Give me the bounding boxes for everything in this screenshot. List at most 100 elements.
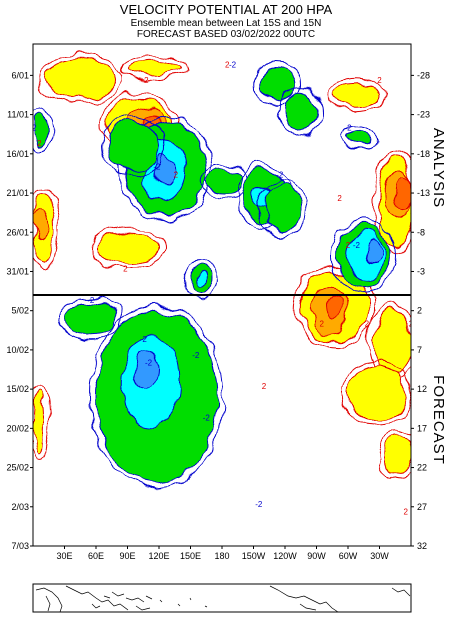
contour-label: -2 <box>229 61 237 70</box>
contour-label: 2 <box>174 170 179 179</box>
left-date-tick-label: 20/02 <box>6 423 29 433</box>
right-day-tick-label: 17 <box>417 423 427 433</box>
positive-region-level-1 <box>127 59 181 76</box>
contour-label: -2 <box>276 170 284 179</box>
positive-region-level-2 <box>33 208 50 241</box>
negative-outer-contour <box>89 305 224 489</box>
longitude-tick-label: 30E <box>56 551 72 561</box>
contour-label: -2 <box>29 123 37 132</box>
negative-outer-contour <box>331 218 397 293</box>
contour-label: -2 <box>344 123 352 132</box>
contour-label: 2 <box>262 382 267 391</box>
right-day-tick-label: -13 <box>417 188 430 198</box>
positive-outer-contour <box>378 430 411 481</box>
contour-label: -2 <box>153 163 161 172</box>
positive-region-level-3 <box>394 176 411 210</box>
negative-region-level-1 <box>347 129 370 147</box>
positive-region-level-1 <box>347 365 407 421</box>
contour-label: 2 <box>37 139 42 148</box>
contour-label: 2 <box>377 76 382 85</box>
right-day-tick-label: 7 <box>417 345 422 355</box>
coastline-maritime <box>111 591 153 611</box>
negative-region-level-1 <box>258 67 296 100</box>
right-day-tick-label: -18 <box>417 149 430 159</box>
negative-outer-contour <box>257 179 308 238</box>
contour-label: 2 <box>123 264 128 273</box>
negative-region-level-1 <box>106 121 160 170</box>
contour-label: -2 <box>87 296 95 305</box>
right-day-tick-label: 27 <box>417 502 427 512</box>
longitude-tick-label: 150E <box>180 551 201 561</box>
longitude-tick-label: 120E <box>148 551 169 561</box>
negative-outer-contour <box>33 109 56 152</box>
left-date-tick-label: 21/01 <box>6 188 29 198</box>
positive-region-level-1 <box>384 435 411 476</box>
positive-outer-contour <box>325 77 386 113</box>
left-date-axis: 6/01 11/01 16/01 21/01 26/01 31/01 5/02 10/02 15… <box>6 70 33 551</box>
left-date-tick-label: 10/02 <box>6 345 29 355</box>
contour-label: -2 <box>140 335 148 344</box>
negative-outer-contour <box>100 116 166 175</box>
world-map-strip <box>32 583 412 613</box>
coastline-americas <box>269 585 339 613</box>
positive-outer-contour <box>89 226 166 270</box>
left-date-tick-label: 16/01 <box>6 149 29 159</box>
positive-outer-contour <box>37 54 124 105</box>
left-date-tick-label: 15/02 <box>6 384 29 394</box>
longitude-axis: 30E 60E 90E 120E 150E 180 150W 120W 90W 60W 30W <box>56 546 389 561</box>
contour-label: 2 <box>404 508 409 517</box>
coastline-pacific-islands <box>159 597 208 608</box>
contour-label: 2 <box>365 319 370 328</box>
negative-region-level-3 <box>366 239 383 265</box>
right-day-tick-label: -8 <box>417 227 425 237</box>
right-day-tick-label: -23 <box>417 110 430 120</box>
longitude-tick-label: 30W <box>370 551 389 561</box>
left-date-tick-label: 11/01 <box>7 110 29 120</box>
contour-label: 2 <box>337 194 342 203</box>
right-day-tick-label: 2 <box>417 306 422 316</box>
contour-label: 2 <box>225 61 230 70</box>
contour-label: 2 <box>409 319 414 328</box>
right-day-tick-label: 12 <box>417 384 427 394</box>
positive-outer-contour <box>341 360 411 426</box>
left-date-tick-label: 5/02 <box>11 306 29 316</box>
positive-region-level-1 <box>43 59 118 100</box>
negative-region-level-1 <box>263 184 302 233</box>
longitude-tick-label: 60E <box>88 551 104 561</box>
map-frame <box>32 583 412 613</box>
contour-label: -2 <box>192 351 200 360</box>
right-day-tick-label: 22 <box>417 463 427 473</box>
negative-outer-contour <box>252 62 302 105</box>
longitude-tick-label: 90W <box>307 551 326 561</box>
chart-title: VELOCITY POTENTIAL AT 200 HPA <box>120 2 333 17</box>
negative-region-level-2 <box>195 270 207 288</box>
longitude-tick-label: 90E <box>119 551 135 561</box>
contour-label: 2 <box>320 319 325 328</box>
left-date-tick-label: 2/03 <box>11 502 29 512</box>
negative-region-level-1 <box>205 169 244 194</box>
negative-outer-contour <box>121 116 213 223</box>
forecast-base-line: FORECAST BASED 03/02/2022 00UTC <box>137 29 315 40</box>
left-date-tick-label: 7/03 <box>11 541 29 551</box>
contour-label: -2 <box>145 359 153 368</box>
anomaly-regions <box>33 54 411 489</box>
positive-region-level-1 <box>33 388 44 453</box>
positive-region-level-1 <box>95 231 160 265</box>
positive-region-level-1 <box>331 82 380 108</box>
contour-label: 2 <box>346 241 351 250</box>
contour-label: 2 <box>144 76 149 85</box>
coastline-africa-east <box>391 587 411 597</box>
forecast-label: FORECAST <box>430 375 447 465</box>
right-day-tick-label: 32 <box>417 541 427 551</box>
positive-outer-contour <box>373 148 411 254</box>
longitude-tick-label: 120W <box>273 551 297 561</box>
positive-outer-contour <box>121 54 187 81</box>
positive-outer-contour <box>33 187 61 270</box>
negative-region-level-1 <box>33 114 50 147</box>
left-date-tick-label: 6/01 <box>11 70 29 80</box>
negative-outer-contour <box>341 124 376 152</box>
negative-region-level-1 <box>284 90 317 131</box>
